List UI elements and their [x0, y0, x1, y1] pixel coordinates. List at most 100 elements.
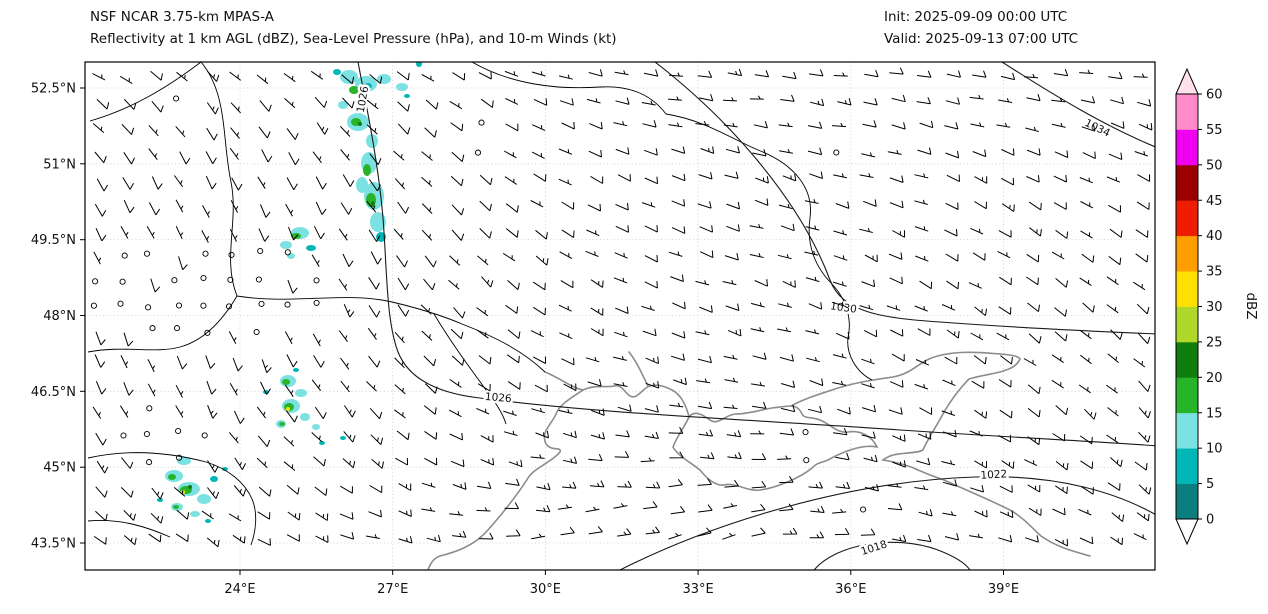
coastline — [582, 384, 792, 423]
calm-wind-circle — [313, 299, 320, 306]
calm-wind-circle — [833, 149, 840, 156]
reflectivity-cell — [363, 164, 371, 176]
colorbar-title: dBZ — [1243, 292, 1259, 319]
calm-wind-circle — [257, 247, 264, 255]
country-border — [433, 313, 507, 425]
reflectivity-cell — [370, 212, 386, 232]
calm-wind-circle — [802, 429, 809, 436]
calm-wind-circle — [478, 119, 485, 126]
pressure-contour-label: 1026 — [484, 391, 512, 405]
reflectivity-cell — [157, 498, 163, 502]
colorbar-segment — [1176, 200, 1198, 237]
y-tick-label: 48°N — [43, 309, 76, 324]
calm-wind-circle — [121, 252, 128, 259]
calm-wind-circle — [202, 250, 209, 257]
reflectivity-cell — [404, 94, 410, 98]
reflectivity-cell — [364, 83, 372, 89]
reflectivity-cell — [291, 233, 301, 239]
country-border — [471, 62, 667, 115]
isobar — [813, 541, 971, 570]
field-title: Reflectivity at 1 km AGL (dBZ), Sea-Leve… — [90, 31, 617, 47]
calm-wind-circle — [119, 278, 126, 285]
calm-wind-circle — [201, 432, 208, 439]
reflectivity-cell — [340, 436, 346, 440]
calm-wind-circle — [200, 302, 207, 309]
reflectivity-cell — [366, 134, 378, 148]
y-tick-label: 45°N — [43, 461, 76, 476]
colorbar-segment — [1176, 235, 1198, 272]
reflectivity-cell — [286, 407, 290, 411]
reflectivity-cell — [173, 505, 179, 509]
colorbar-tick-label: 55 — [1206, 123, 1223, 138]
calm-wind-circle — [171, 277, 178, 284]
reflectivity-cell — [319, 441, 325, 445]
colorbar-segment — [1176, 377, 1198, 414]
calm-wind-circle — [146, 405, 153, 412]
colorbar-tick-label: 40 — [1206, 229, 1223, 244]
calm-wind-circle — [258, 300, 265, 307]
reflectivity-cell — [293, 368, 299, 372]
border-layer — [87, 62, 873, 546]
reflectivity-cell — [396, 83, 408, 91]
colorbar-tick-label: 60 — [1206, 88, 1223, 103]
reflectivity-cell — [287, 253, 295, 259]
x-tick-label: 39°E — [988, 582, 1019, 597]
reflectivity-cell — [222, 467, 228, 471]
y-tick-label: 49.5°N — [31, 233, 76, 248]
reflectivity-cell — [197, 494, 211, 504]
reflectivity-cell — [300, 413, 310, 421]
calm-wind-circle — [474, 149, 482, 156]
reflectivity-cell — [358, 122, 362, 126]
calm-wind-circle — [860, 506, 867, 513]
calm-wind-circle — [313, 277, 320, 284]
reflectivity-cell — [190, 511, 200, 517]
axes-layer: 24°E 27°E 30°E 33°E 36°E 39°E 52.5°N 51°N 49.5°N… — [31, 61, 1156, 597]
init-time: Init: 2025-09-09 00:00 UTC — [884, 9, 1068, 25]
colorbar-tick-label: 20 — [1206, 371, 1223, 386]
reflectivity-cell — [356, 177, 368, 193]
colorbar-segment — [1176, 94, 1198, 130]
country-border — [87, 452, 257, 546]
wind-barbs — [92, 67, 1153, 548]
y-tick-label: 52.5°N — [31, 82, 76, 97]
reflectivity-cell — [188, 485, 192, 489]
colorbar-tick-label: 45 — [1206, 194, 1223, 209]
colorbar-segment — [1176, 164, 1198, 201]
reflectivity-cell — [312, 424, 320, 430]
reflectivity-layer — [157, 62, 422, 523]
time-block: Init: 2025-09-09 00:00 UTC Valid: 2025-0… — [884, 6, 1078, 50]
calm-wind-circle — [143, 430, 150, 438]
reflectivity-cell — [376, 232, 386, 242]
reflectivity-cell — [168, 474, 176, 480]
country-border — [89, 62, 202, 122]
calm-wind-circle — [204, 329, 211, 336]
pressure-contour-label: 1022 — [980, 468, 1007, 481]
reflectivity-cell — [210, 476, 218, 482]
calm-wind-circle — [228, 251, 235, 258]
calm-wind-circle — [92, 278, 99, 285]
colorbar-over-arrow — [1175, 67, 1199, 95]
reflectivity-cell — [279, 422, 285, 426]
country-border — [236, 295, 546, 373]
calm-wind-circle — [227, 276, 234, 283]
reflectivity-cell — [333, 69, 341, 75]
country-border — [665, 113, 873, 381]
calm-wind-circle — [117, 300, 124, 307]
reflectivity-cell — [205, 519, 211, 523]
calm-wind-circle — [175, 302, 183, 309]
grid-layer — [85, 62, 1155, 570]
isobar — [654, 62, 1155, 335]
pressure-contour-layer — [357, 62, 1155, 570]
x-tick-label: 33°E — [682, 582, 713, 597]
reflectivity-cell — [295, 389, 307, 397]
isobar — [1001, 62, 1155, 148]
model-title: NSF NCAR 3.75-km MPAS-A — [90, 9, 274, 25]
y-tick-label: 43.5°N — [31, 537, 76, 552]
plot-frame — [84, 61, 1156, 571]
valid-time: Valid: 2025-09-13 07:00 UTC — [884, 31, 1079, 47]
colorbar-segment — [1176, 129, 1198, 166]
calm-wind-circle — [173, 325, 181, 332]
colorbar: 0 5 10 15 20 25 30 35 40 45 50 55 60 dBZ — [1175, 67, 1259, 546]
calm-wind-circle — [146, 459, 153, 466]
